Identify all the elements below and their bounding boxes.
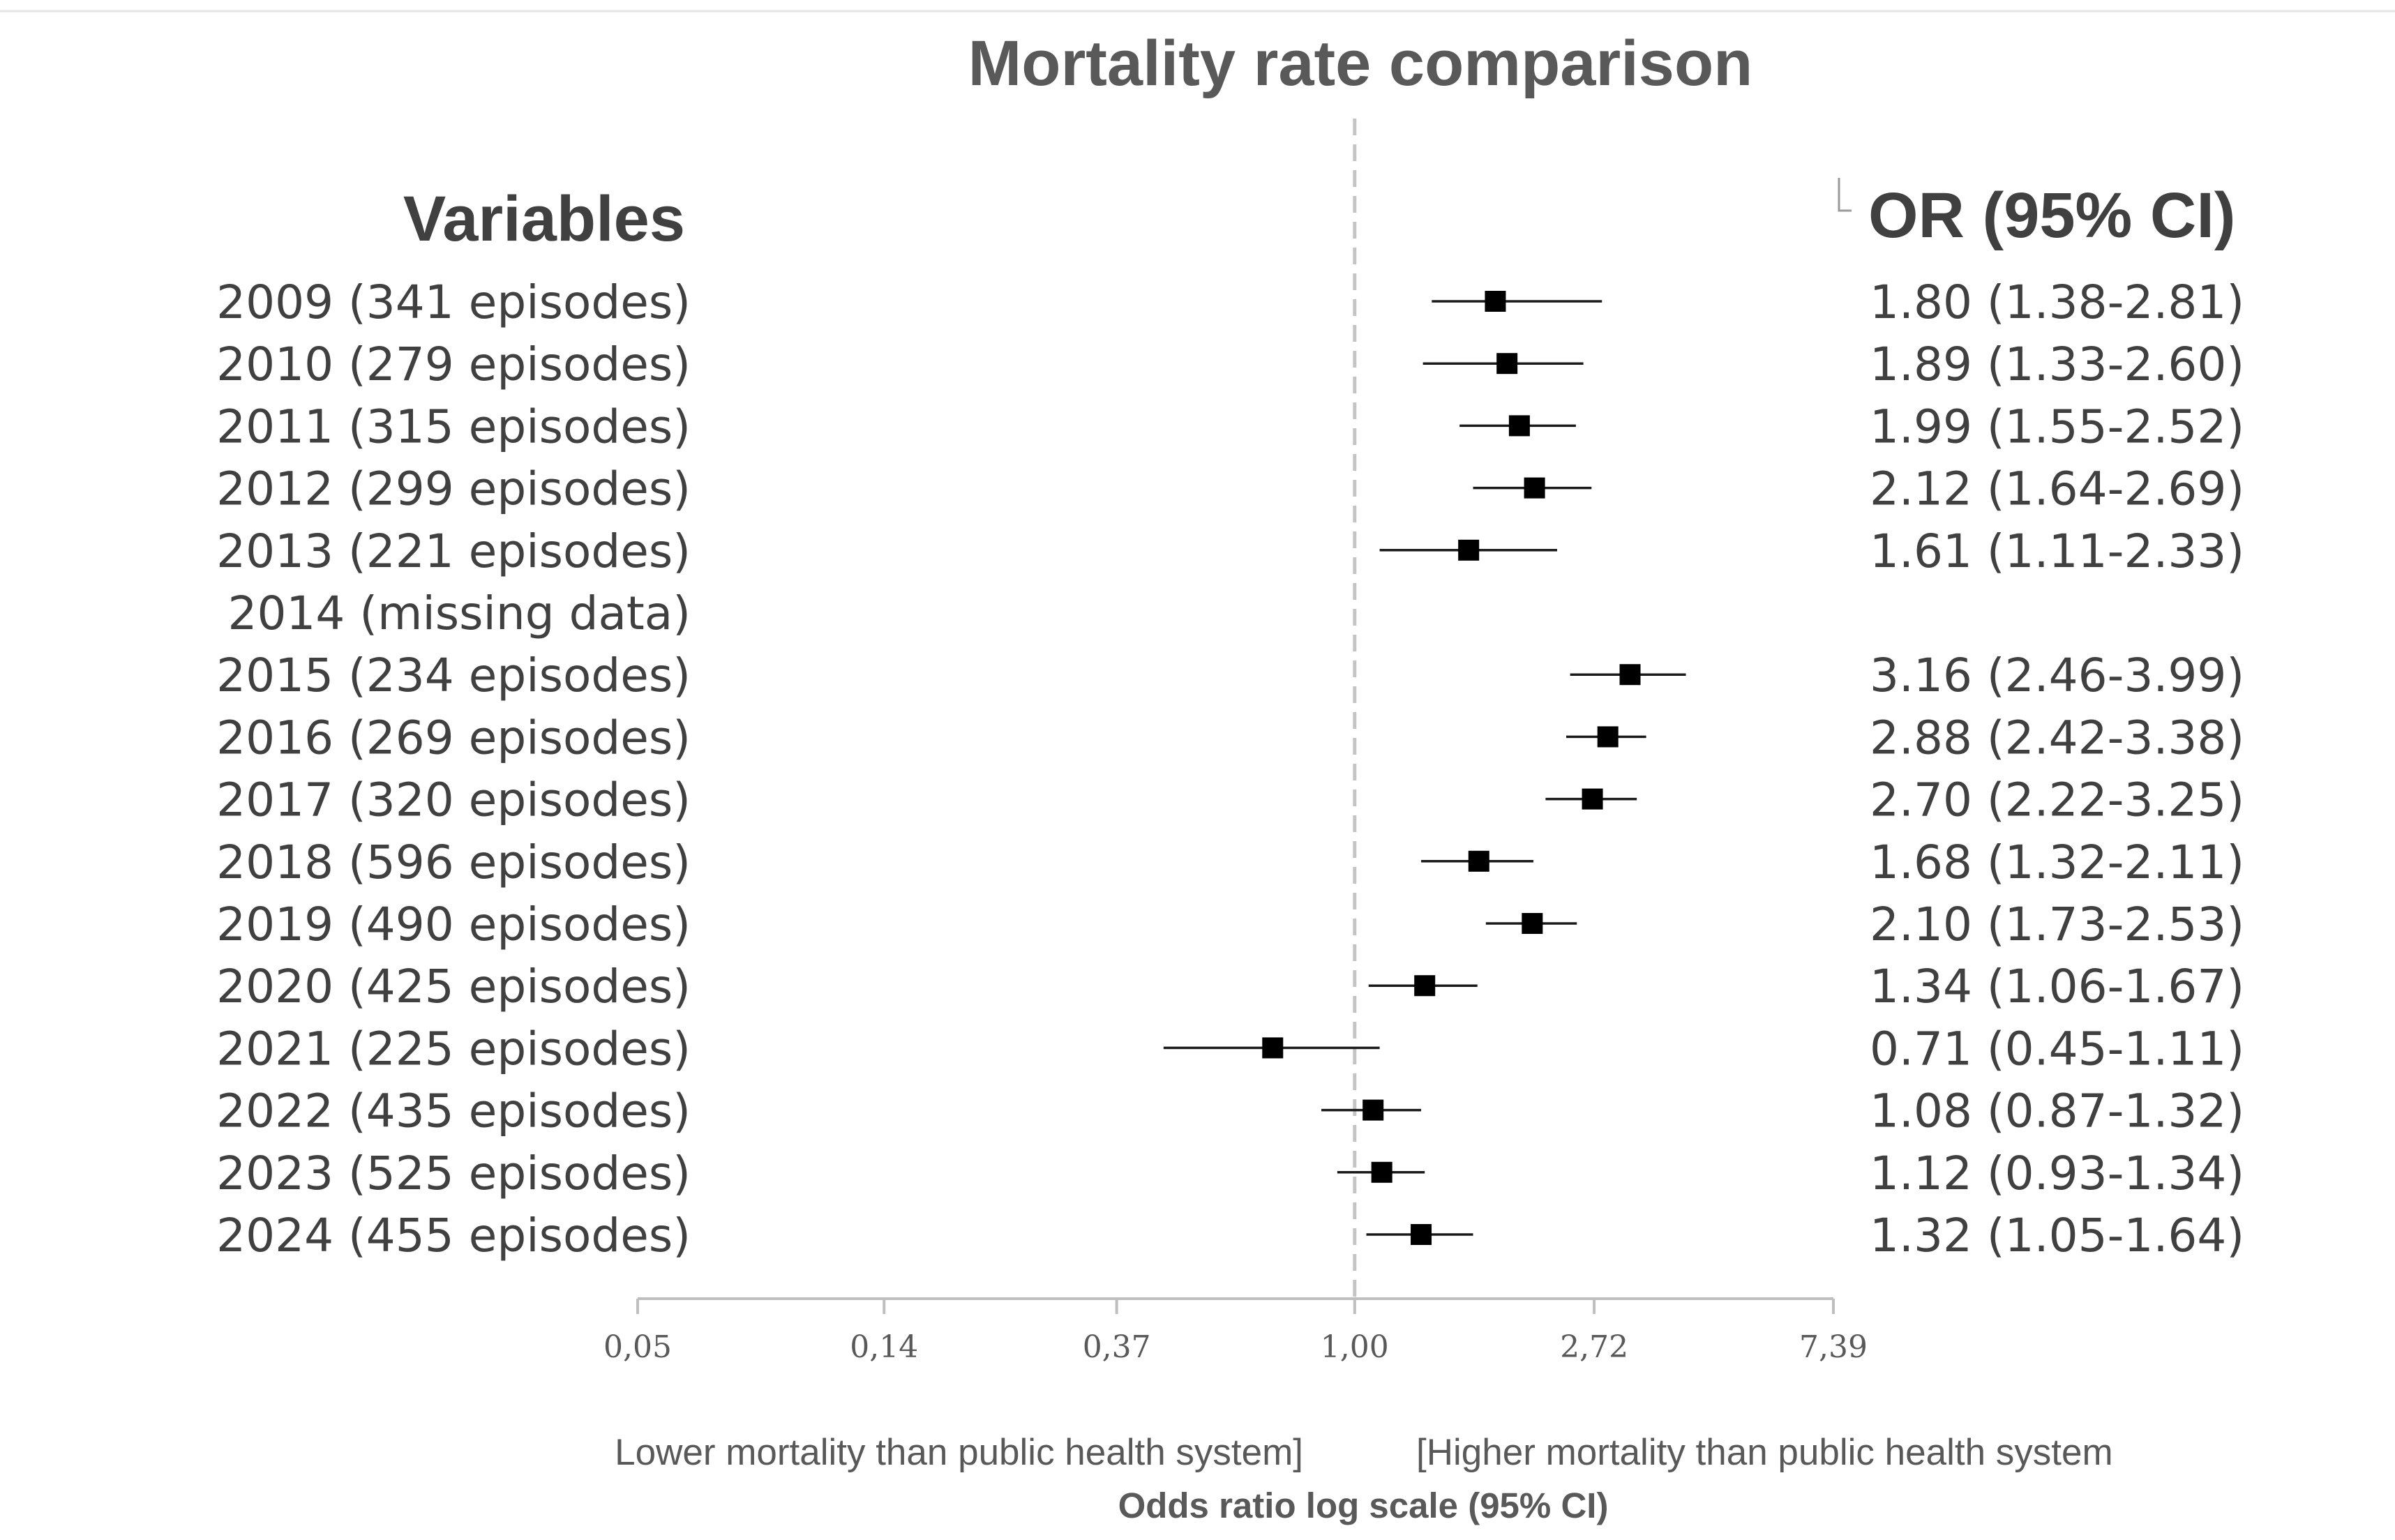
header-corner-mark <box>1838 178 1852 212</box>
row-label: 2020 (425 episodes) <box>216 960 691 1013</box>
row-label: 2013 (221 episodes) <box>216 524 691 578</box>
or-point <box>1524 477 1545 499</box>
or-ci-value: 2.70 (2.22-3.25) <box>1870 773 2244 827</box>
row-label: 2023 (525 episodes) <box>216 1147 691 1200</box>
or-ci-value: 1.68 (1.32-2.11) <box>1870 836 2244 889</box>
row-label: 2011 (315 episodes) <box>216 400 691 453</box>
or-point <box>1508 415 1530 437</box>
row-label: 2016 (269 episodes) <box>216 711 691 764</box>
or-point <box>1619 664 1641 686</box>
or-point <box>1597 726 1619 748</box>
row-label: 2024 (455 episodes) <box>216 1209 691 1262</box>
row-label: 2009 (341 episodes) <box>216 275 691 329</box>
row-label: 2022 (435 episodes) <box>216 1085 691 1138</box>
x-axis-label: Odds ratio log scale (95% CI) <box>1118 1486 1609 1525</box>
or-ci-value: 1.08 (0.87-1.32) <box>1870 1085 2244 1138</box>
variables-header: Variables <box>403 183 685 255</box>
row-label: 2014 (missing data) <box>227 587 691 640</box>
or-point <box>1411 1224 1432 1245</box>
or-ci-value: 3.16 (2.46-3.99) <box>1870 649 2244 702</box>
row-label: 2017 (320 episodes) <box>216 773 691 827</box>
or-ci-value: 1.34 (1.06-1.67) <box>1870 960 2244 1013</box>
or-ci-value: 1.89 (1.33-2.60) <box>1870 338 2244 391</box>
or-ci-value: 0.71 (0.45-1.11) <box>1870 1022 2244 1075</box>
x-tick-label: 0,37 <box>1083 1329 1151 1365</box>
or-ci-header: OR (95% CI) <box>1868 180 2236 251</box>
or-point <box>1262 1037 1284 1059</box>
or-point <box>1485 291 1506 312</box>
x-tick-label: 0,05 <box>603 1329 672 1365</box>
or-ci-value: 1.80 (1.38-2.81) <box>1870 275 2244 329</box>
or-point <box>1362 1099 1384 1121</box>
or-point <box>1582 788 1603 810</box>
row-label: 2012 (299 episodes) <box>216 462 691 516</box>
or-point <box>1468 850 1489 872</box>
or-point <box>1414 975 1436 997</box>
or-point <box>1458 539 1480 561</box>
higher-mortality-annotation: [Higher mortality than public health sys… <box>1416 1432 2113 1473</box>
row-label: 2018 (596 episodes) <box>216 836 691 889</box>
or-ci-value: 1.61 (1.11-2.33) <box>1870 524 2244 578</box>
or-ci-value: 1.12 (0.93-1.34) <box>1870 1147 2244 1200</box>
row-label: 2010 (279 episodes) <box>216 338 691 391</box>
row-label: 2019 (490 episodes) <box>216 898 691 951</box>
x-tick-label: 0,14 <box>850 1329 918 1365</box>
or-ci-value: 2.10 (1.73-2.53) <box>1870 898 2244 951</box>
or-ci-value: 1.32 (1.05-1.64) <box>1870 1209 2244 1262</box>
chart-title: Mortality rate comparison <box>968 28 1753 99</box>
or-ci-value: 2.12 (1.64-2.69) <box>1870 462 2244 516</box>
x-tick-label: 7,39 <box>1799 1329 1868 1365</box>
x-tick-label: 1,00 <box>1321 1329 1389 1365</box>
row-label: 2015 (234 episodes) <box>216 649 691 702</box>
row-label: 2021 (225 episodes) <box>216 1022 691 1075</box>
or-ci-value: 1.99 (1.55-2.52) <box>1870 400 2244 453</box>
or-point <box>1522 913 1543 934</box>
lower-mortality-annotation: Lower mortality than public health syste… <box>615 1432 1303 1473</box>
or-point <box>1371 1161 1392 1183</box>
or-point <box>1496 353 1518 375</box>
or-ci-value: 2.88 (2.42-3.38) <box>1870 711 2244 764</box>
x-tick-label: 2,72 <box>1560 1329 1628 1365</box>
